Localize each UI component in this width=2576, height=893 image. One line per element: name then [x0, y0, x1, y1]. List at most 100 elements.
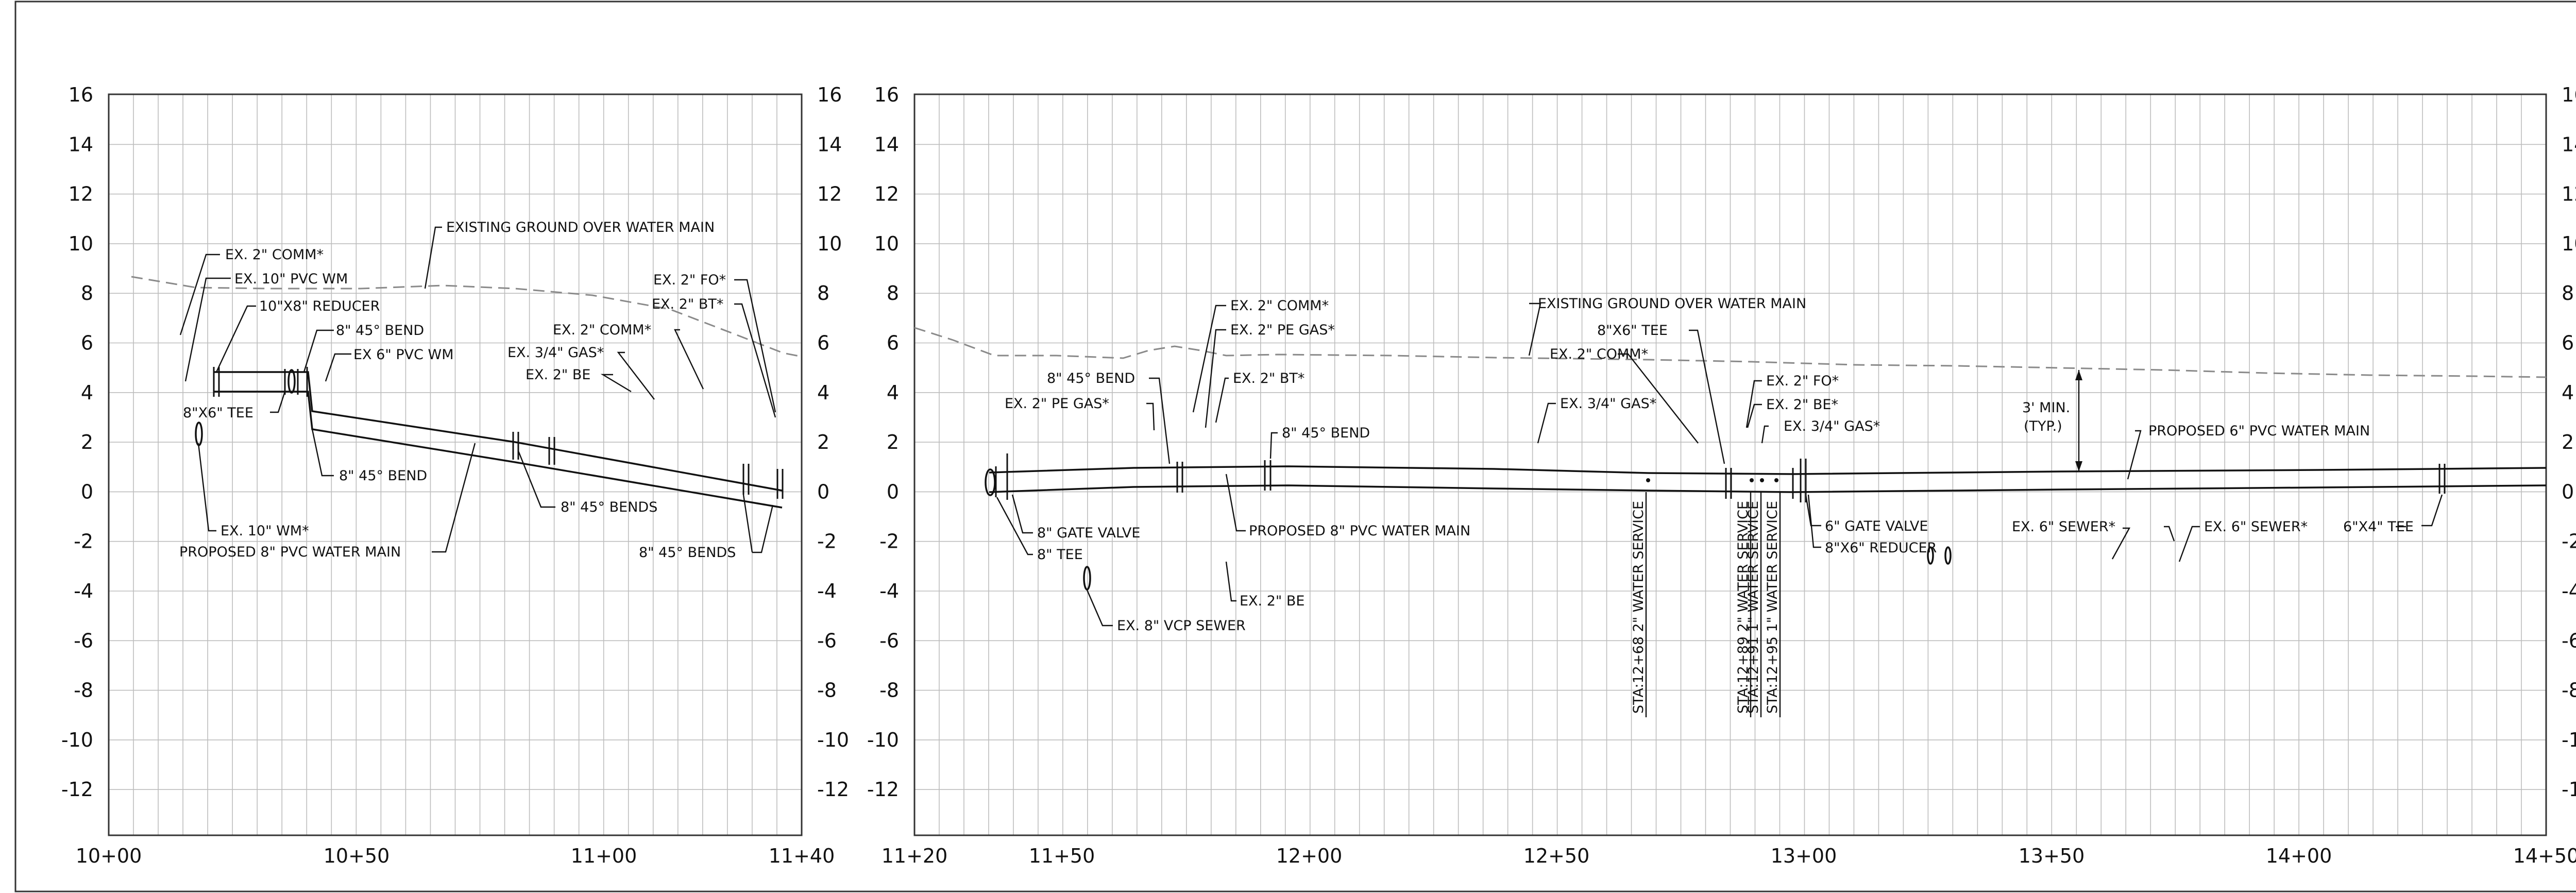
- y-tick-label: -12: [2562, 778, 2576, 801]
- y-tick-label: 0: [887, 480, 899, 503]
- x-tick-label: 13+50: [2019, 845, 2085, 867]
- right-x-axis: 11+20 11+50 12+00 12+50 13+00 13+50 14+00 14+50: [882, 845, 2576, 867]
- y-tick-label: -8: [2562, 679, 2576, 702]
- y-tick-label: 4: [817, 381, 829, 404]
- y-tick-label: 16: [874, 83, 899, 106]
- callout-ex-2-be: EX. 2" BE: [526, 367, 590, 383]
- y-tick-label: 0: [2562, 480, 2574, 503]
- callout-ex-6-pvc-wm: EX 6" PVC WM: [353, 347, 454, 363]
- y-tick-label: -2: [817, 530, 837, 553]
- y-tick-label: -4: [879, 580, 899, 602]
- callout-ex-2-comm-r: EX. 2" COMM*: [1230, 298, 1329, 314]
- y-tick-label: 16: [69, 83, 93, 106]
- right-y-axis-right: 16 14 12 10 8 6 4 2 0 -2 -4 -6 -8 -10 -12: [2562, 83, 2576, 801]
- callout-8-45-bend-a: 8" 45° BEND: [1047, 370, 1135, 386]
- y-tick-label: 12: [2562, 183, 2576, 206]
- callout-ex-10-wm: EX. 10" WM*: [221, 523, 309, 539]
- callout-ex-6-sewer-b: EX. 6" SEWER*: [2204, 519, 2308, 535]
- y-tick-label: 12: [69, 183, 93, 206]
- y-tick-label: 14: [874, 133, 899, 156]
- y-tick-label: -6: [879, 629, 899, 652]
- x-tick-label: 10+50: [324, 845, 390, 867]
- y-tick-label: -12: [867, 778, 899, 801]
- callout-8x6-reducer: 8"X6" REDUCER: [1825, 540, 1937, 556]
- y-tick-label: 6: [887, 332, 899, 355]
- x-tick-label: 14+50: [2513, 845, 2576, 867]
- y-tick-label: 16: [817, 83, 842, 106]
- min-cover-dimension: [2075, 370, 2082, 471]
- y-tick-label: 10: [2562, 232, 2576, 255]
- y-tick-label: 12: [874, 183, 899, 206]
- y-tick-label: 2: [887, 431, 899, 453]
- callout-8x6-tee-r: 8"X6" TEE: [1597, 323, 1668, 339]
- y-tick-label: -6: [817, 629, 837, 652]
- y-tick-label: 10: [874, 232, 899, 255]
- x-tick-label: 11+20: [882, 845, 948, 867]
- y-tick-label: -2: [2562, 530, 2576, 553]
- y-tick-label: 8: [817, 282, 829, 305]
- left-grid: [109, 94, 802, 835]
- y-tick-label: 14: [817, 133, 842, 156]
- callout-ex-34-gas: EX. 3/4" GAS*: [507, 345, 604, 361]
- y-tick-label: -10: [817, 729, 849, 751]
- y-tick-label: -10: [61, 729, 93, 751]
- callout-ex-2-fo: EX. 2" FO*: [653, 272, 726, 288]
- y-tick-label: 2: [2562, 431, 2574, 453]
- right-existing-ground-line: [914, 327, 2547, 378]
- callout-6x4-tee: 6"X4" TEE: [2343, 519, 2414, 535]
- y-tick-label: 4: [81, 381, 93, 404]
- callout-8-gate-valve: 8" GATE VALVE: [1037, 525, 1140, 541]
- callout-45-bends-right: 8" 45° BENDS: [639, 545, 736, 561]
- y-tick-label: 2: [81, 431, 93, 453]
- left-profile-panel: EX. 2" COMM* EX. 10" PVC WM 10"X8" REDUC…: [61, 83, 849, 867]
- y-tick-label: -4: [74, 580, 93, 602]
- right-plot-frame: [913, 93, 2547, 836]
- callout-8-45-bend-bottom: 8" 45° BEND: [339, 468, 427, 484]
- y-tick-label: -10: [2562, 729, 2576, 751]
- callout-service-4: STA:12+95 1" WATER SERVICE: [1765, 501, 1781, 714]
- callout-ex-2-pe-gas-top: EX. 2" PE GAS*: [1230, 322, 1335, 338]
- y-tick-label: 14: [2562, 133, 2576, 156]
- y-tick-label: -8: [817, 679, 837, 702]
- callout-service-1: STA:12+68 2" WATER SERVICE: [1631, 501, 1647, 714]
- x-tick-label: 12+00: [1276, 845, 1343, 867]
- right-grid: [914, 94, 2546, 835]
- right-pipe-bottom: [989, 484, 2547, 493]
- callout-ex-2-fo-r: EX. 2" FO*: [1766, 373, 1839, 389]
- y-tick-label: -2: [74, 530, 93, 553]
- callout-proposed-8-main: PROPOSED 8" PVC WATER MAIN: [179, 544, 401, 560]
- left-callouts: EX. 2" COMM* EX. 10" PVC WM 10"X8" REDUC…: [179, 220, 736, 561]
- y-tick-label: 14: [69, 133, 93, 156]
- y-tick-label: -2: [879, 530, 899, 553]
- y-tick-label: 10: [69, 232, 93, 255]
- x-tick-label: 13+00: [1771, 845, 1837, 867]
- callout-ex-2-comm-b: EX. 2" COMM*: [553, 322, 651, 338]
- callout-8-45-bend-b: 8" 45° BEND: [1282, 425, 1370, 441]
- callout-proposed-6-main: PROPOSED 6" PVC WATER MAIN: [2148, 423, 2370, 439]
- callout-3-min: 3' MIN.: [2022, 400, 2070, 416]
- left-leaders: [179, 226, 776, 553]
- y-tick-label: 8: [2562, 282, 2574, 305]
- y-tick-label: -8: [879, 679, 899, 702]
- callout-service-2: STA:12+89 2" WATER SERVICE: [1735, 501, 1751, 714]
- callout-ex-6-sewer-a: EX. 6" SEWER*: [2012, 519, 2115, 535]
- y-tick-label: 12: [817, 183, 842, 206]
- y-tick-label: 6: [817, 332, 829, 355]
- x-tick-label: 11+40: [769, 845, 835, 867]
- right-fittings: [985, 453, 2446, 591]
- y-tick-label: -4: [2562, 580, 2576, 602]
- callout-8-tee: 8" TEE: [1037, 547, 1083, 563]
- y-tick-label: 4: [2562, 381, 2574, 404]
- left-pipe-bottom: [214, 391, 783, 509]
- left-fittings: [195, 367, 784, 499]
- callout-ex-10-pvc-wm: EX. 10" PVC WM: [234, 271, 348, 287]
- y-tick-label: -12: [61, 778, 93, 801]
- callout-8x6-tee: 8"X6" TEE: [183, 405, 253, 421]
- callout-ex-8-vcp-sewer: EX. 8" VCP SEWER: [1117, 618, 1246, 634]
- y-tick-label: 8: [81, 282, 93, 305]
- water-service-lines: [1645, 492, 1781, 717]
- y-tick-label: 4: [887, 381, 899, 404]
- x-tick-label: 10+00: [76, 845, 142, 867]
- callout-45-bends-mid: 8" 45° BENDS: [561, 499, 657, 515]
